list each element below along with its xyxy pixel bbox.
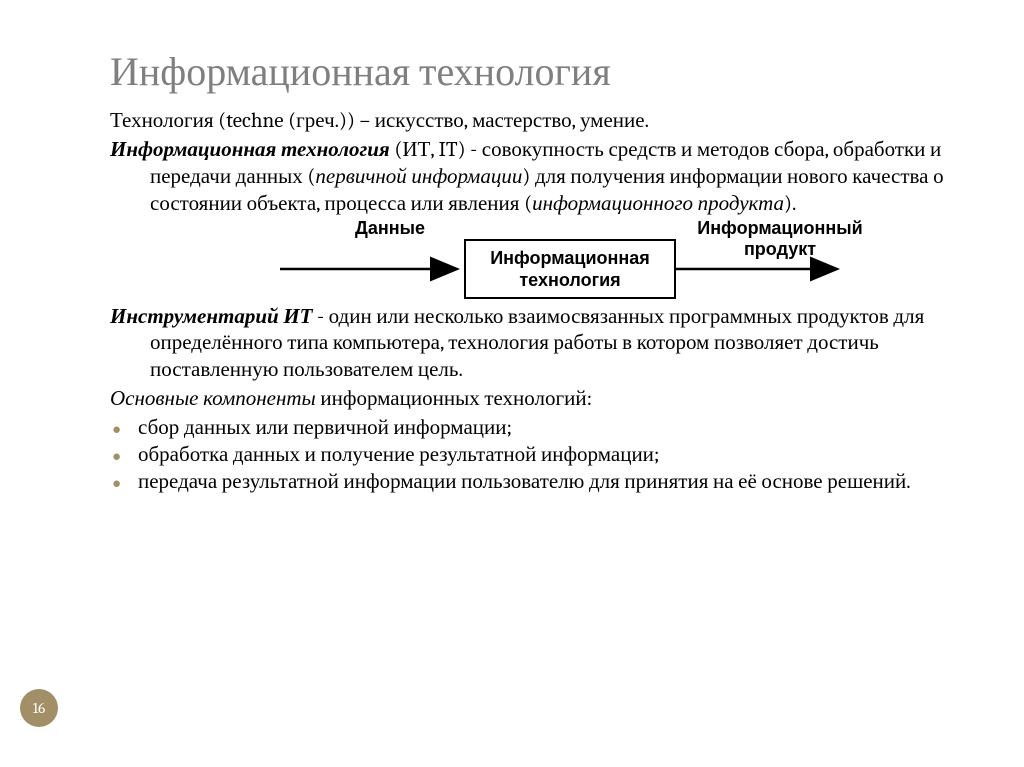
term-components: Основные компоненты — [110, 387, 316, 411]
box-label-1: Информационная — [490, 248, 650, 268]
term-it: Информационная технология — [110, 138, 390, 162]
bullet-text: обработка данных и получение результатно… — [138, 443, 659, 467]
label-output-1: Информационный — [697, 220, 862, 238]
label-output-2: продукт — [744, 239, 816, 259]
text: ). — [784, 192, 796, 216]
paragraph-components-intro: Основные компоненты информационных техно… — [110, 386, 954, 413]
box-label-2: технология — [519, 270, 620, 290]
page-number-badge: 16 — [20, 689, 58, 727]
diagram-svg: Данные Информационная технология Информа… — [270, 220, 890, 302]
list-item: сбор данных или первичной информации; — [110, 415, 954, 442]
slide: Информационная технология Технология (te… — [0, 0, 1024, 767]
flow-diagram: Данные Информационная технология Информа… — [270, 220, 954, 302]
list-item: передача результатной информации пользов… — [110, 469, 954, 496]
text: Технология (techne (греч.)) – искусство,… — [110, 109, 649, 133]
label-input: Данные — [355, 220, 425, 238]
components-list: сбор данных или первичной информации; об… — [110, 415, 954, 496]
term-info-product: информационного продукта — [532, 192, 784, 216]
bullet-text: передача результатной информации пользов… — [138, 470, 911, 494]
page-number: 16 — [33, 699, 45, 717]
list-item: обработка данных и получение результатно… — [110, 442, 954, 469]
paragraph-it-definition: Информационная технология (ИТ, IT) - сов… — [110, 137, 954, 218]
bullet-text: сбор данных или первичной информации; — [138, 416, 512, 440]
body-text: Технология (techne (греч.)) – искусство,… — [110, 108, 954, 496]
paragraph-toolkit: Инструментарий ИТ - один или несколько в… — [110, 304, 954, 385]
term-primary-info: первичной информации — [315, 165, 522, 189]
term-toolkit: Инструментарий ИТ — [110, 305, 313, 329]
paragraph-technology: Технология (techne (греч.)) – искусство,… — [110, 108, 954, 135]
text: информационных технологий: — [316, 387, 592, 411]
slide-title: Информационная технология — [110, 50, 954, 94]
